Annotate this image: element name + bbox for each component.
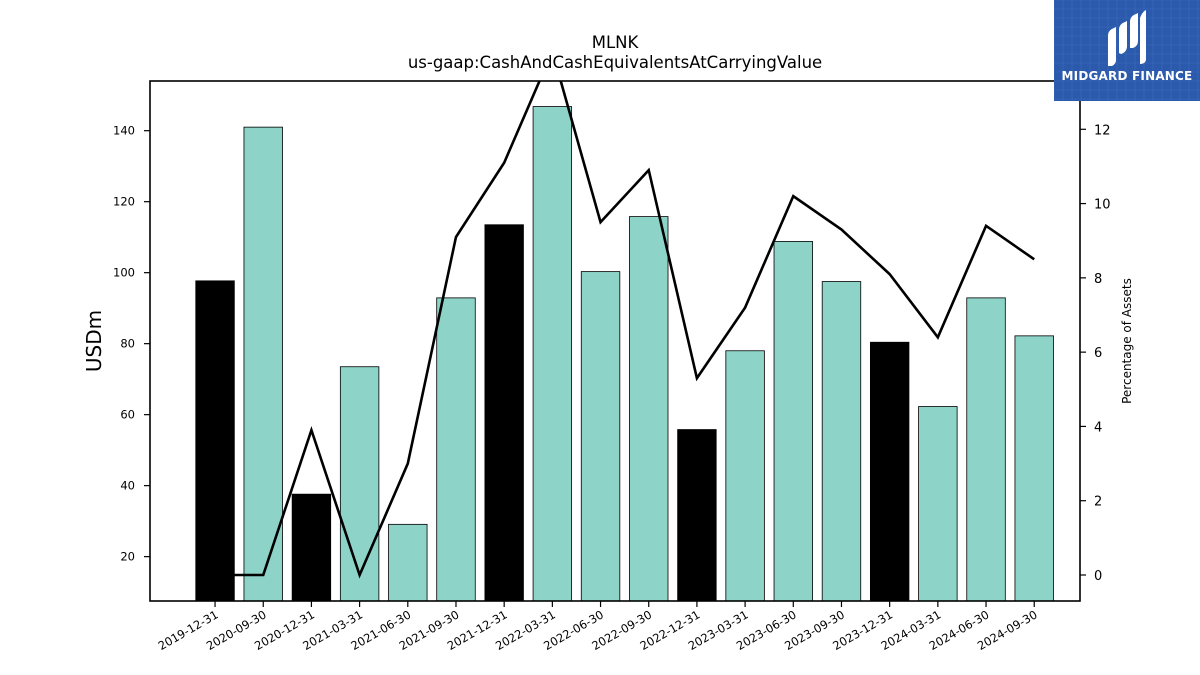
y2-tick-label: 10: [1094, 198, 1111, 213]
bar-2022-06-30: [580, 271, 621, 602]
bar-2022-03-31: [532, 106, 573, 602]
percentage-of-assets-line: [215, 81, 1035, 579]
y2-tick-label: 8: [1094, 272, 1102, 287]
y2-tick-label: 12: [1094, 123, 1111, 138]
logo-text: MIDGARD FINANCE: [1061, 69, 1193, 83]
y2-axis-label: Percentage of Assets: [1120, 278, 1134, 404]
bar-2021-12-31: [484, 224, 524, 602]
bar-2023-09-30: [821, 281, 862, 602]
y-axis-label: USDm: [82, 310, 106, 372]
bar-2020-12-31: [291, 493, 332, 602]
bar-2020-09-30: [243, 126, 283, 602]
y-tick-label: 120: [113, 195, 135, 209]
chart-subtitle: us-gaap:CashAndCashEquivalentsAtCarrying…: [408, 53, 822, 72]
bar-2024-06-30: [966, 297, 1006, 602]
bar-2023-06-30: [773, 241, 813, 602]
bar-2024-03-31: [918, 406, 958, 602]
y-tick-label: 100: [113, 266, 135, 280]
bar-2019-12-31: [195, 280, 235, 602]
midgard-finance-logo: MIDGARD FINANCE: [1054, 0, 1200, 101]
bar-2021-03-31: [339, 366, 380, 602]
y-tick-label: 20: [120, 550, 135, 564]
y-tick-label: 40: [120, 479, 135, 493]
y-tick-label: 80: [120, 337, 135, 351]
bar-2022-09-30: [629, 216, 669, 602]
y2-tick-label: 0: [1094, 569, 1102, 584]
chart-title: MLNK: [592, 33, 640, 52]
y-tick-label: 140: [113, 124, 135, 138]
bar-2023-03-31: [725, 350, 765, 602]
bar-2024-09-30: [1014, 335, 1054, 602]
line-group: [215, 81, 1035, 579]
midgard-logo-icon: [1108, 10, 1146, 66]
y-tick-label: 60: [120, 408, 135, 422]
plot-frame: [149, 80, 1081, 602]
bar-2023-12-31: [869, 341, 910, 602]
bar-2021-06-30: [388, 523, 428, 602]
bar-2021-09-30: [436, 297, 476, 602]
bar-2022-12-31: [677, 429, 717, 602]
y2-tick-label: 2: [1094, 495, 1102, 510]
bar-group: [195, 106, 1054, 602]
y2-tick-label: 4: [1094, 420, 1102, 435]
y2-tick-label: 6: [1094, 346, 1102, 361]
